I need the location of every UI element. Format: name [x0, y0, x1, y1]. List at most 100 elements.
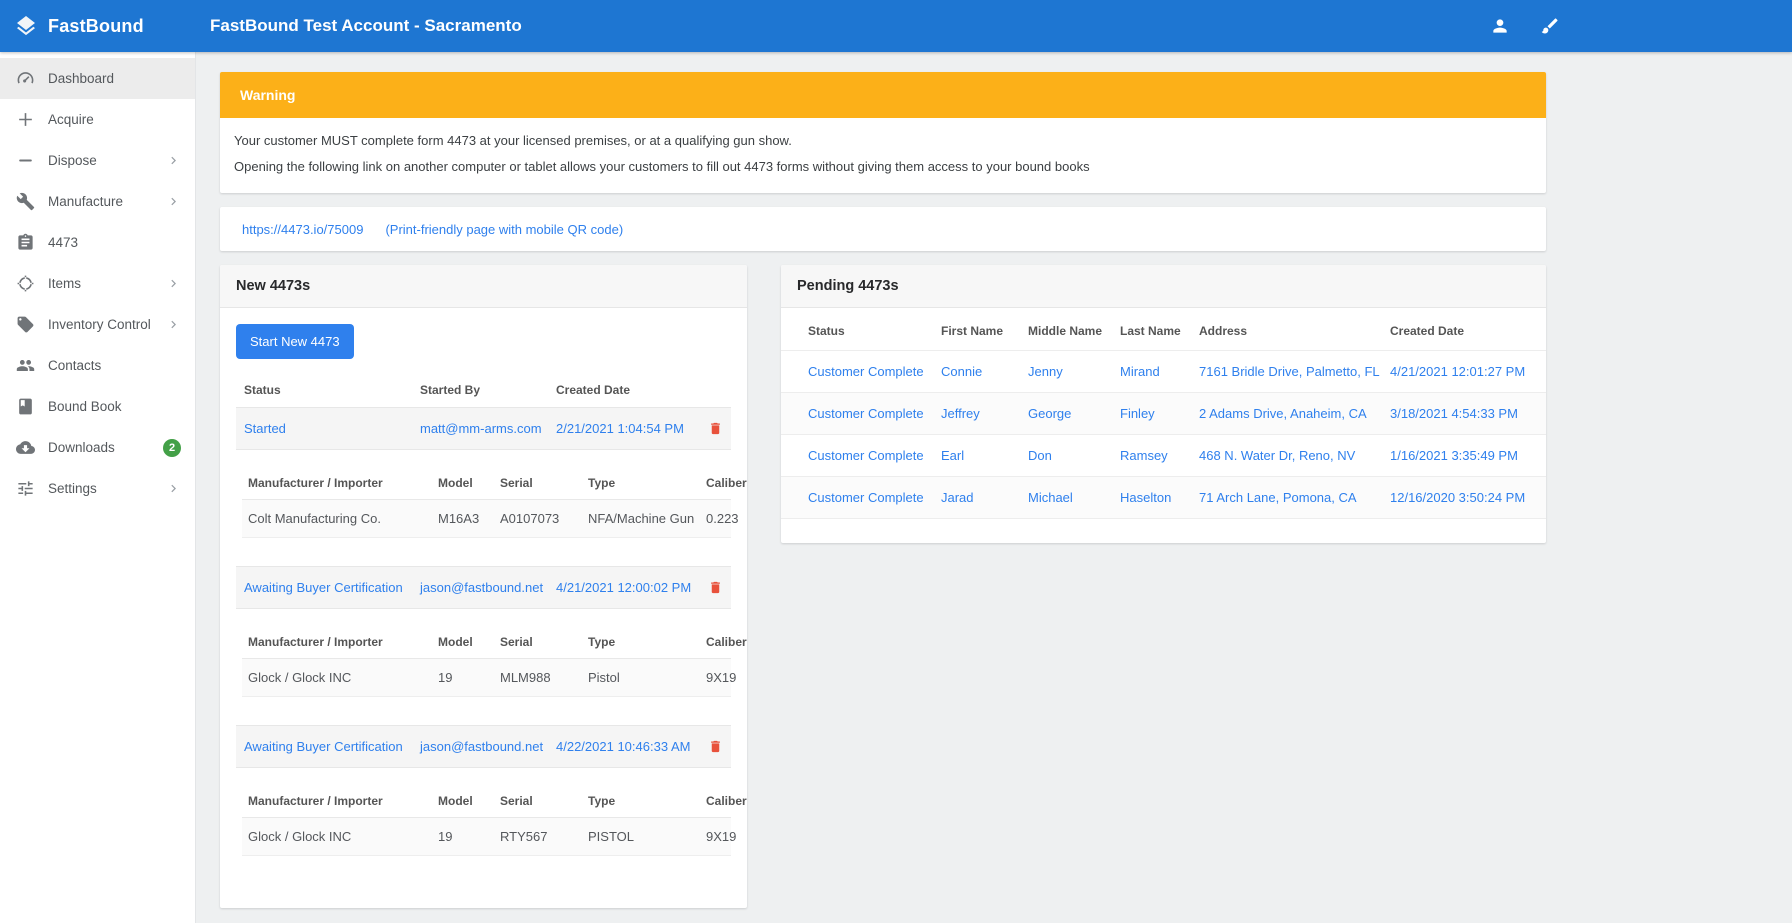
sidebar-item-items[interactable]: Items [0, 263, 195, 304]
brand[interactable]: FastBound [0, 14, 196, 38]
created-date-link[interactable]: 4/21/2021 12:00:02 PM [556, 580, 692, 595]
firearm-table-header: Manufacturer / Importer Model Serial Typ… [242, 629, 747, 659]
sidebar-item-label: Items [48, 276, 82, 291]
last-name-cell[interactable]: Haselton [1120, 490, 1172, 505]
manufacturer-cell: Glock / Glock INC [248, 670, 352, 685]
delete-icon[interactable] [708, 421, 723, 436]
layers-logo-icon [17, 16, 35, 36]
serial-cell: A0107073 [500, 511, 560, 526]
plus-icon [19, 113, 32, 126]
last-name-cell[interactable]: Finley [1120, 406, 1155, 421]
4473-url-link[interactable]: https://4473.io/75009 [242, 221, 364, 237]
status-cell[interactable]: Customer Complete [808, 364, 924, 379]
caliber-cell: 9X19 [706, 670, 737, 685]
sidebar: Dashboard Acquire Dispose Manufacture 44… [0, 52, 196, 923]
column-header-serial: Serial [500, 794, 533, 808]
column-header-serial: Serial [500, 476, 533, 490]
status-link[interactable]: Awaiting Buyer Certification [244, 580, 403, 595]
address-cell[interactable]: 71 Arch Lane, Pomona, CA [1199, 490, 1357, 505]
status-link[interactable]: Started [244, 421, 286, 436]
firearm-table-header: Manufacturer / Importer Model Serial Typ… [242, 788, 747, 818]
created-date-cell[interactable]: 3/18/2021 4:54:33 PM [1390, 406, 1518, 421]
sidebar-item-manufacture[interactable]: Manufacture [0, 181, 195, 222]
sidebar-item-label: Inventory Control [48, 317, 151, 332]
created-date-link[interactable]: 2/21/2021 1:04:54 PM [556, 421, 684, 436]
created-date-cell[interactable]: 1/16/2021 3:35:49 PM [1390, 448, 1518, 463]
delete-icon[interactable] [708, 580, 723, 595]
status-cell[interactable]: Customer Complete [808, 406, 924, 421]
last-name-cell[interactable]: Ramsey [1120, 448, 1168, 463]
firearm-table: Manufacturer / Importer Model Serial Typ… [242, 788, 747, 856]
started-by-link[interactable]: jason@fastbound.net [420, 739, 544, 754]
column-header-address: Address [1199, 324, 1248, 338]
delete-icon[interactable] [708, 739, 723, 754]
first-name-cell[interactable]: Jeffrey [941, 406, 980, 421]
user-icon[interactable] [1490, 16, 1510, 36]
sidebar-item-bound-book[interactable]: Bound Book [0, 386, 195, 427]
column-header-status: Status [244, 383, 281, 397]
sidebar-item-contacts[interactable]: Contacts [0, 345, 195, 386]
address-cell[interactable]: 468 N. Water Dr, Reno, NV [1199, 448, 1356, 463]
table-row[interactable]: Customer Complete Earl Don Ramsey 468 N.… [781, 435, 1546, 477]
column-header-manufacturer: Manufacturer / Importer [248, 476, 383, 490]
column-header-started-by: Started By [420, 383, 481, 397]
status-cell[interactable]: Customer Complete [808, 490, 924, 505]
column-header-middle-name: Middle Name [1028, 324, 1103, 338]
main-content: Warning Your customer MUST complete form… [196, 52, 1792, 923]
sidebar-item-4473[interactable]: 4473 [0, 222, 195, 263]
table-row[interactable]: Customer Complete Jeffrey George Finley … [781, 393, 1546, 435]
middle-name-cell[interactable]: Michael [1028, 490, 1073, 505]
first-name-cell[interactable]: Earl [941, 448, 965, 463]
serial-cell: MLM988 [500, 670, 551, 685]
first-name-cell[interactable]: Jarad [941, 490, 974, 505]
started-by-link[interactable]: jason@fastbound.net [420, 580, 544, 595]
column-header-caliber: Caliber [706, 635, 747, 649]
first-name-cell[interactable]: Connie [941, 364, 983, 379]
created-date-link[interactable]: 4/22/2021 10:46:33 AM [556, 739, 691, 754]
status-link[interactable]: Awaiting Buyer Certification [244, 739, 403, 754]
status-cell[interactable]: Customer Complete [808, 448, 924, 463]
sidebar-item-dashboard[interactable]: Dashboard [0, 58, 195, 99]
print-friendly-link[interactable]: (Print-friendly page with mobile QR code… [385, 221, 624, 237]
new-4473s-card-title: New 4473s [220, 265, 747, 308]
manufacturer-cell: Glock / Glock INC [248, 829, 352, 844]
sidebar-item-label: Acquire [48, 112, 94, 127]
sliders-icon [18, 481, 33, 496]
model-cell: 19 [438, 829, 453, 844]
created-date-cell[interactable]: 12/16/2020 3:50:24 PM [1390, 490, 1526, 505]
firearm-row: Glock / Glock INC 19 MLM988 Pistol 9X19 [242, 659, 736, 697]
address-cell[interactable]: 7161 Bridle Drive, Palmetto, FL [1199, 364, 1380, 379]
people-icon [16, 359, 35, 372]
sidebar-item-dispose[interactable]: Dispose [0, 140, 195, 181]
new-4473s-table-header: Status Started By Created Date [236, 377, 731, 407]
middle-name-cell[interactable]: Jenny [1028, 364, 1063, 379]
sidebar-item-downloads[interactable]: Downloads 2 [0, 427, 195, 468]
column-header-first-name: First Name [941, 324, 1004, 338]
sidebar-item-settings[interactable]: Settings [0, 468, 195, 509]
type-cell: NFA/Machine Gun [588, 511, 695, 526]
target-icon [17, 275, 34, 292]
started-by-link[interactable]: matt@mm-arms.com [420, 421, 542, 436]
middle-name-cell[interactable]: George [1028, 406, 1072, 421]
sidebar-item-label: Bound Book [48, 399, 122, 414]
sidebar-item-acquire[interactable]: Acquire [0, 99, 195, 140]
sidebar-item-label: Dashboard [48, 71, 115, 86]
book-icon [19, 398, 32, 415]
start-new-4473-button[interactable]: Start New 4473 [236, 324, 354, 359]
top-bar: FastBound FastBound Test Account - Sacra… [0, 0, 1792, 52]
topbar-actions [1490, 16, 1560, 36]
brush-icon[interactable] [1540, 16, 1560, 36]
sidebar-item-inventory-control[interactable]: Inventory Control [0, 304, 195, 345]
table-row[interactable]: Customer Complete Connie Jenny Mirand 71… [781, 351, 1546, 393]
table-row[interactable]: Customer Complete Jarad Michael Haselton… [781, 477, 1546, 519]
last-name-cell[interactable]: Mirand [1120, 364, 1160, 379]
sidebar-item-label: 4473 [48, 235, 79, 250]
created-date-cell[interactable]: 4/21/2021 12:01:27 PM [1390, 364, 1526, 379]
column-header-serial: Serial [500, 635, 533, 649]
middle-name-cell[interactable]: Don [1028, 448, 1052, 463]
address-cell[interactable]: 2 Adams Drive, Anaheim, CA [1199, 406, 1367, 421]
sidebar-item-label: Dispose [48, 153, 97, 168]
sidebar-item-label: Manufacture [48, 194, 124, 209]
manufacturer-cell: Colt Manufacturing Co. [248, 511, 381, 526]
minus-icon [19, 159, 32, 162]
